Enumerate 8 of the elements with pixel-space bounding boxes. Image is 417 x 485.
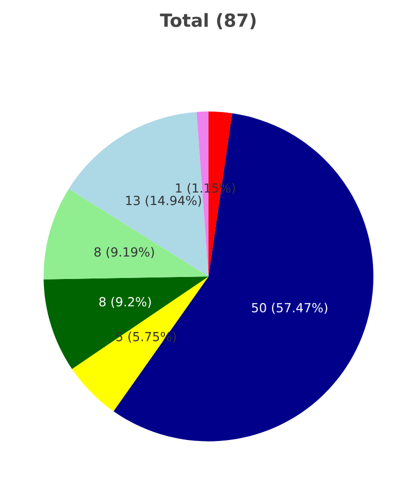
chart-title: Total (87)	[160, 13, 256, 30]
data-label: 1 (1.15%)	[176, 183, 235, 194]
pie-slice	[44, 276, 208, 369]
data-label: 50 (57.47%)	[252, 302, 328, 314]
data-label: 13 (14.94%)	[126, 196, 202, 207]
data-label: 8 (9.19%)	[94, 247, 154, 258]
pie-slice	[72, 276, 208, 412]
data-label: 8 (9.2%)	[99, 296, 151, 308]
